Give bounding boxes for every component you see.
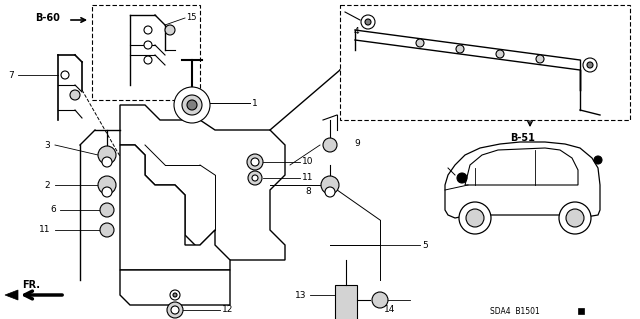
Bar <box>335 285 357 319</box>
Text: 2: 2 <box>44 181 50 189</box>
Circle shape <box>559 202 591 234</box>
Circle shape <box>248 171 262 185</box>
Circle shape <box>144 41 152 49</box>
Circle shape <box>102 157 112 167</box>
Circle shape <box>252 175 258 181</box>
Circle shape <box>171 306 179 314</box>
Text: 5: 5 <box>422 241 428 249</box>
Text: 12: 12 <box>222 306 234 315</box>
Polygon shape <box>465 148 578 185</box>
Circle shape <box>457 173 467 183</box>
Polygon shape <box>5 290 18 300</box>
Text: 11: 11 <box>302 174 314 182</box>
Bar <box>340 5 630 120</box>
Circle shape <box>566 209 584 227</box>
Circle shape <box>365 19 371 25</box>
Text: 4: 4 <box>353 27 359 36</box>
Circle shape <box>100 223 114 237</box>
Circle shape <box>372 292 388 308</box>
Text: B-51: B-51 <box>510 133 535 143</box>
Circle shape <box>144 56 152 64</box>
Text: B-60: B-60 <box>35 13 60 23</box>
Circle shape <box>321 176 339 194</box>
Circle shape <box>144 26 152 34</box>
Circle shape <box>496 50 504 58</box>
Circle shape <box>98 176 116 194</box>
Circle shape <box>170 290 180 300</box>
Circle shape <box>459 202 491 234</box>
Circle shape <box>361 15 375 29</box>
Circle shape <box>536 55 544 63</box>
Text: 3: 3 <box>44 140 50 150</box>
Text: 7: 7 <box>8 70 14 79</box>
Circle shape <box>456 45 464 53</box>
Text: 9: 9 <box>354 138 360 147</box>
Text: 8: 8 <box>305 188 311 197</box>
Circle shape <box>70 90 80 100</box>
Circle shape <box>102 187 112 197</box>
Text: 15: 15 <box>186 12 196 21</box>
Circle shape <box>416 39 424 47</box>
Circle shape <box>587 62 593 68</box>
Text: 14: 14 <box>384 306 396 315</box>
Circle shape <box>165 25 175 35</box>
Circle shape <box>100 203 114 217</box>
Circle shape <box>61 71 69 79</box>
Circle shape <box>594 156 602 164</box>
Text: 10: 10 <box>302 158 314 167</box>
Circle shape <box>173 293 177 297</box>
Circle shape <box>98 146 116 164</box>
Polygon shape <box>120 145 230 270</box>
Text: SDA4  B1501: SDA4 B1501 <box>490 308 540 316</box>
Polygon shape <box>120 105 285 260</box>
Circle shape <box>466 209 484 227</box>
Bar <box>92 5 200 100</box>
Circle shape <box>174 87 210 123</box>
Circle shape <box>325 187 335 197</box>
Text: 1: 1 <box>252 99 258 108</box>
Circle shape <box>187 100 197 110</box>
Circle shape <box>583 58 597 72</box>
Polygon shape <box>120 270 230 305</box>
Circle shape <box>247 154 263 170</box>
Polygon shape <box>445 142 600 218</box>
Text: FR.: FR. <box>22 280 40 290</box>
Circle shape <box>182 95 202 115</box>
Text: 6: 6 <box>51 205 56 214</box>
Circle shape <box>251 158 259 166</box>
Circle shape <box>323 138 337 152</box>
Text: 13: 13 <box>294 291 306 300</box>
Text: 11: 11 <box>38 226 50 234</box>
Circle shape <box>167 302 183 318</box>
Bar <box>578 308 584 314</box>
